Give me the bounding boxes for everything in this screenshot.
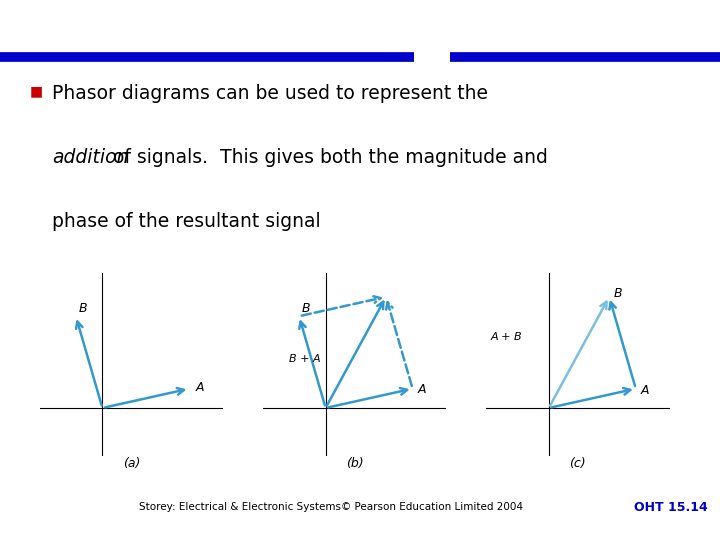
Text: A: A xyxy=(418,383,426,396)
Text: Phasor diagrams can be used to represent the: Phasor diagrams can be used to represent… xyxy=(52,84,488,103)
Text: B: B xyxy=(614,287,623,300)
Text: A: A xyxy=(195,381,204,394)
Text: Storey: Electrical & Electronic Systems© Pearson Education Limited 2004: Storey: Electrical & Electronic Systems©… xyxy=(139,502,523,512)
Text: of signals.  This gives both the magnitude and: of signals. This gives both the magnitud… xyxy=(107,148,547,167)
Text: (c): (c) xyxy=(570,457,586,470)
Text: B: B xyxy=(302,302,310,315)
Text: A + B: A + B xyxy=(491,332,523,342)
Text: ■: ■ xyxy=(30,84,43,98)
Text: (a): (a) xyxy=(122,457,140,470)
Text: B: B xyxy=(78,302,87,315)
Text: phase of the resultant signal: phase of the resultant signal xyxy=(52,212,320,231)
Text: A: A xyxy=(641,384,649,397)
Text: OHT 15.14: OHT 15.14 xyxy=(634,501,707,514)
Text: (b): (b) xyxy=(346,457,364,470)
Text: B + A: B + A xyxy=(289,354,321,364)
Text: addition: addition xyxy=(52,148,128,167)
